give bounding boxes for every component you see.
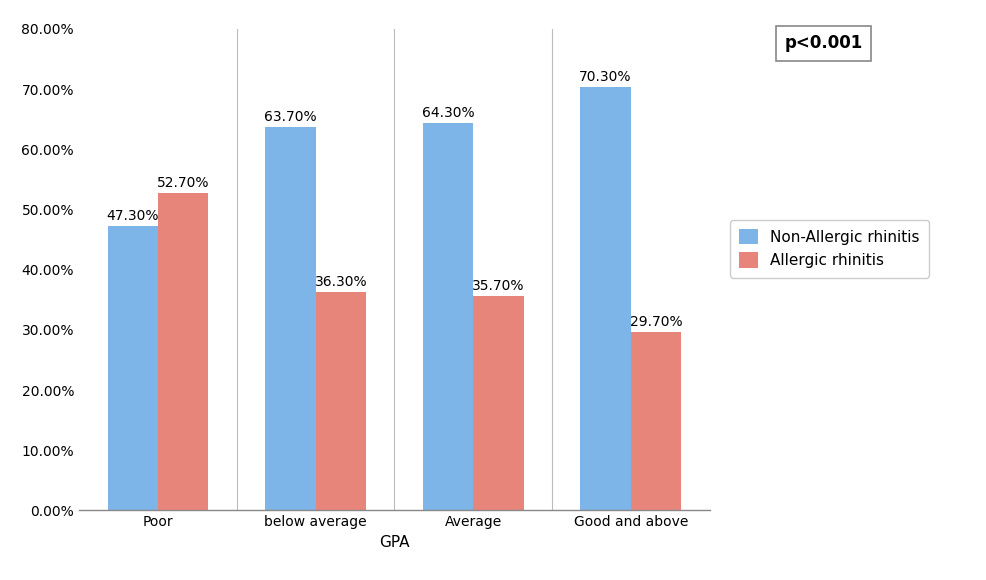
Text: 63.70%: 63.70%	[264, 110, 317, 124]
Bar	[158, 193, 208, 510]
Legend: Non-Allergic rhinitis, Allergic rhinitis: Non-Allergic rhinitis, Allergic rhinitis	[731, 220, 929, 277]
Text: p<0.001: p<0.001	[785, 34, 863, 52]
Text: 36.30%: 36.30%	[315, 275, 367, 289]
Text: 52.70%: 52.70%	[157, 176, 209, 190]
Bar	[423, 124, 473, 510]
Bar	[473, 296, 524, 510]
Text: 47.30%: 47.30%	[106, 209, 159, 223]
Bar	[631, 332, 681, 510]
Bar	[265, 127, 316, 510]
Text: 70.30%: 70.30%	[580, 70, 632, 84]
Bar	[107, 226, 158, 510]
Text: 64.30%: 64.30%	[422, 107, 474, 121]
Text: 35.70%: 35.70%	[472, 278, 525, 292]
X-axis label: GPA: GPA	[380, 535, 409, 550]
Bar	[581, 88, 631, 510]
Text: 29.70%: 29.70%	[630, 315, 682, 329]
Bar	[316, 292, 366, 510]
